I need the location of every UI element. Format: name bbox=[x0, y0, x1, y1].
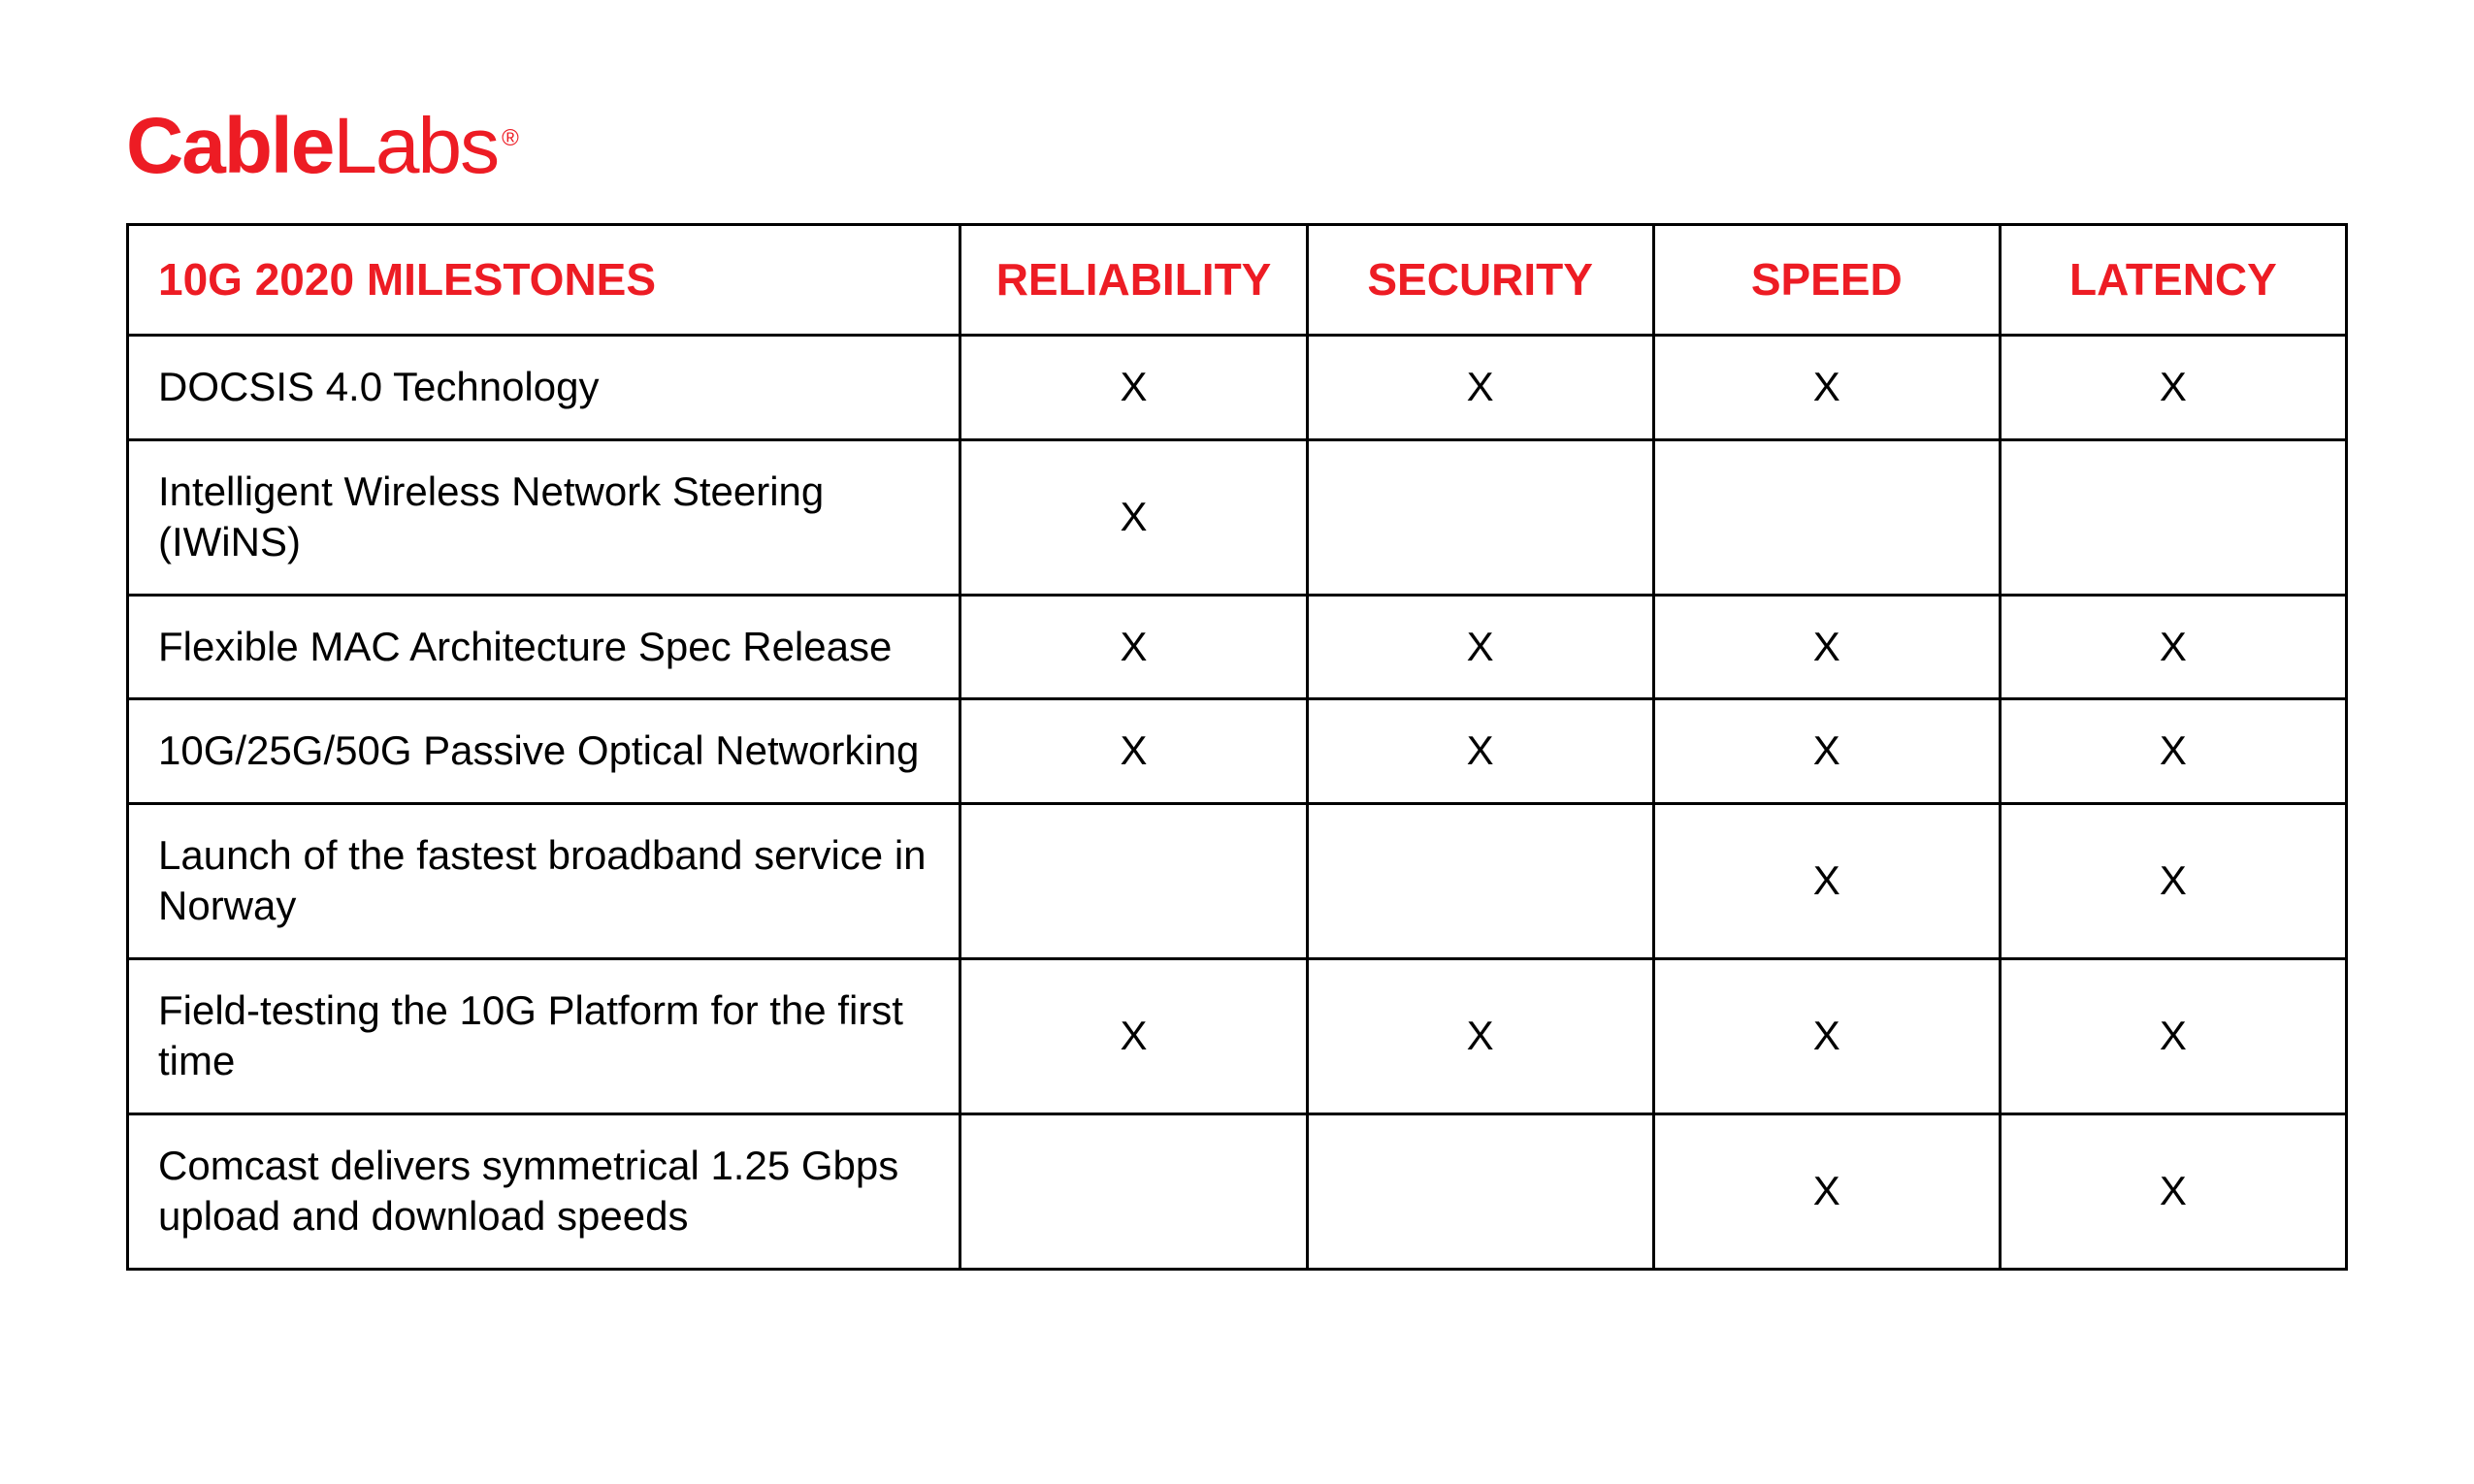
table-body: DOCSIS 4.0 TechnologyXXXXIntelligent Wir… bbox=[128, 336, 2347, 1270]
row-mark: X bbox=[1307, 958, 1653, 1113]
table-row: Launch of the fastest broadband service … bbox=[128, 803, 2347, 958]
col-security: SECURITY bbox=[1307, 225, 1653, 336]
row-label: Intelligent Wireless Network Steering (I… bbox=[128, 439, 960, 595]
milestones-table: 10G 2020 MILESTONES RELIABILITY SECURITY… bbox=[126, 223, 2348, 1271]
row-mark: X bbox=[2000, 958, 2346, 1113]
table-row: Comcast delivers symmetrical 1.25 Gbps u… bbox=[128, 1113, 2347, 1269]
row-mark: X bbox=[960, 439, 1307, 595]
row-mark bbox=[1307, 803, 1653, 958]
row-label: Field-testing the 10G Platform for the f… bbox=[128, 958, 960, 1113]
table-header-row: 10G 2020 MILESTONES RELIABILITY SECURITY… bbox=[128, 225, 2347, 336]
row-mark: X bbox=[1307, 336, 1653, 440]
col-speed: SPEED bbox=[1653, 225, 2000, 336]
row-mark: X bbox=[2000, 595, 2346, 699]
row-mark: X bbox=[960, 595, 1307, 699]
row-mark bbox=[960, 1113, 1307, 1269]
row-mark: X bbox=[960, 699, 1307, 804]
row-label: Comcast delivers symmetrical 1.25 Gbps u… bbox=[128, 1113, 960, 1269]
row-label: Launch of the fastest broadband service … bbox=[128, 803, 960, 958]
row-mark: X bbox=[2000, 336, 2346, 440]
row-mark: X bbox=[1653, 958, 2000, 1113]
row-mark bbox=[2000, 439, 2346, 595]
row-mark bbox=[1307, 439, 1653, 595]
table-row: DOCSIS 4.0 TechnologyXXXX bbox=[128, 336, 2347, 440]
col-reliability: RELIABILITY bbox=[960, 225, 1307, 336]
col-latency: LATENCY bbox=[2000, 225, 2346, 336]
row-mark: X bbox=[2000, 1113, 2346, 1269]
logo: CableLabs® bbox=[126, 107, 2348, 186]
row-mark: X bbox=[1307, 595, 1653, 699]
row-label: 10G/25G/50G Passive Optical Networking bbox=[128, 699, 960, 804]
row-mark: X bbox=[960, 958, 1307, 1113]
row-mark bbox=[1653, 439, 2000, 595]
logo-cable: Cable bbox=[126, 102, 333, 190]
logo-text: CableLabs® bbox=[126, 102, 517, 190]
row-mark: X bbox=[1653, 803, 2000, 958]
logo-labs: Labs bbox=[333, 102, 498, 190]
row-mark: X bbox=[1653, 1113, 2000, 1269]
row-mark: X bbox=[1653, 699, 2000, 804]
table-title: 10G 2020 MILESTONES bbox=[128, 225, 960, 336]
row-label: DOCSIS 4.0 Technology bbox=[128, 336, 960, 440]
page: CableLabs® 10G 2020 MILESTONES RELIABILI… bbox=[0, 0, 2474, 1484]
logo-reg: ® bbox=[502, 125, 517, 151]
table-row: 10G/25G/50G Passive Optical NetworkingXX… bbox=[128, 699, 2347, 804]
row-mark bbox=[960, 803, 1307, 958]
row-mark: X bbox=[2000, 803, 2346, 958]
row-mark bbox=[1307, 1113, 1653, 1269]
row-mark: X bbox=[1653, 336, 2000, 440]
table-row: Intelligent Wireless Network Steering (I… bbox=[128, 439, 2347, 595]
table-row: Flexible MAC Architecture Spec ReleaseXX… bbox=[128, 595, 2347, 699]
table-row: Field-testing the 10G Platform for the f… bbox=[128, 958, 2347, 1113]
row-mark: X bbox=[1653, 595, 2000, 699]
row-mark: X bbox=[2000, 699, 2346, 804]
row-label: Flexible MAC Architecture Spec Release bbox=[128, 595, 960, 699]
row-mark: X bbox=[960, 336, 1307, 440]
row-mark: X bbox=[1307, 699, 1653, 804]
